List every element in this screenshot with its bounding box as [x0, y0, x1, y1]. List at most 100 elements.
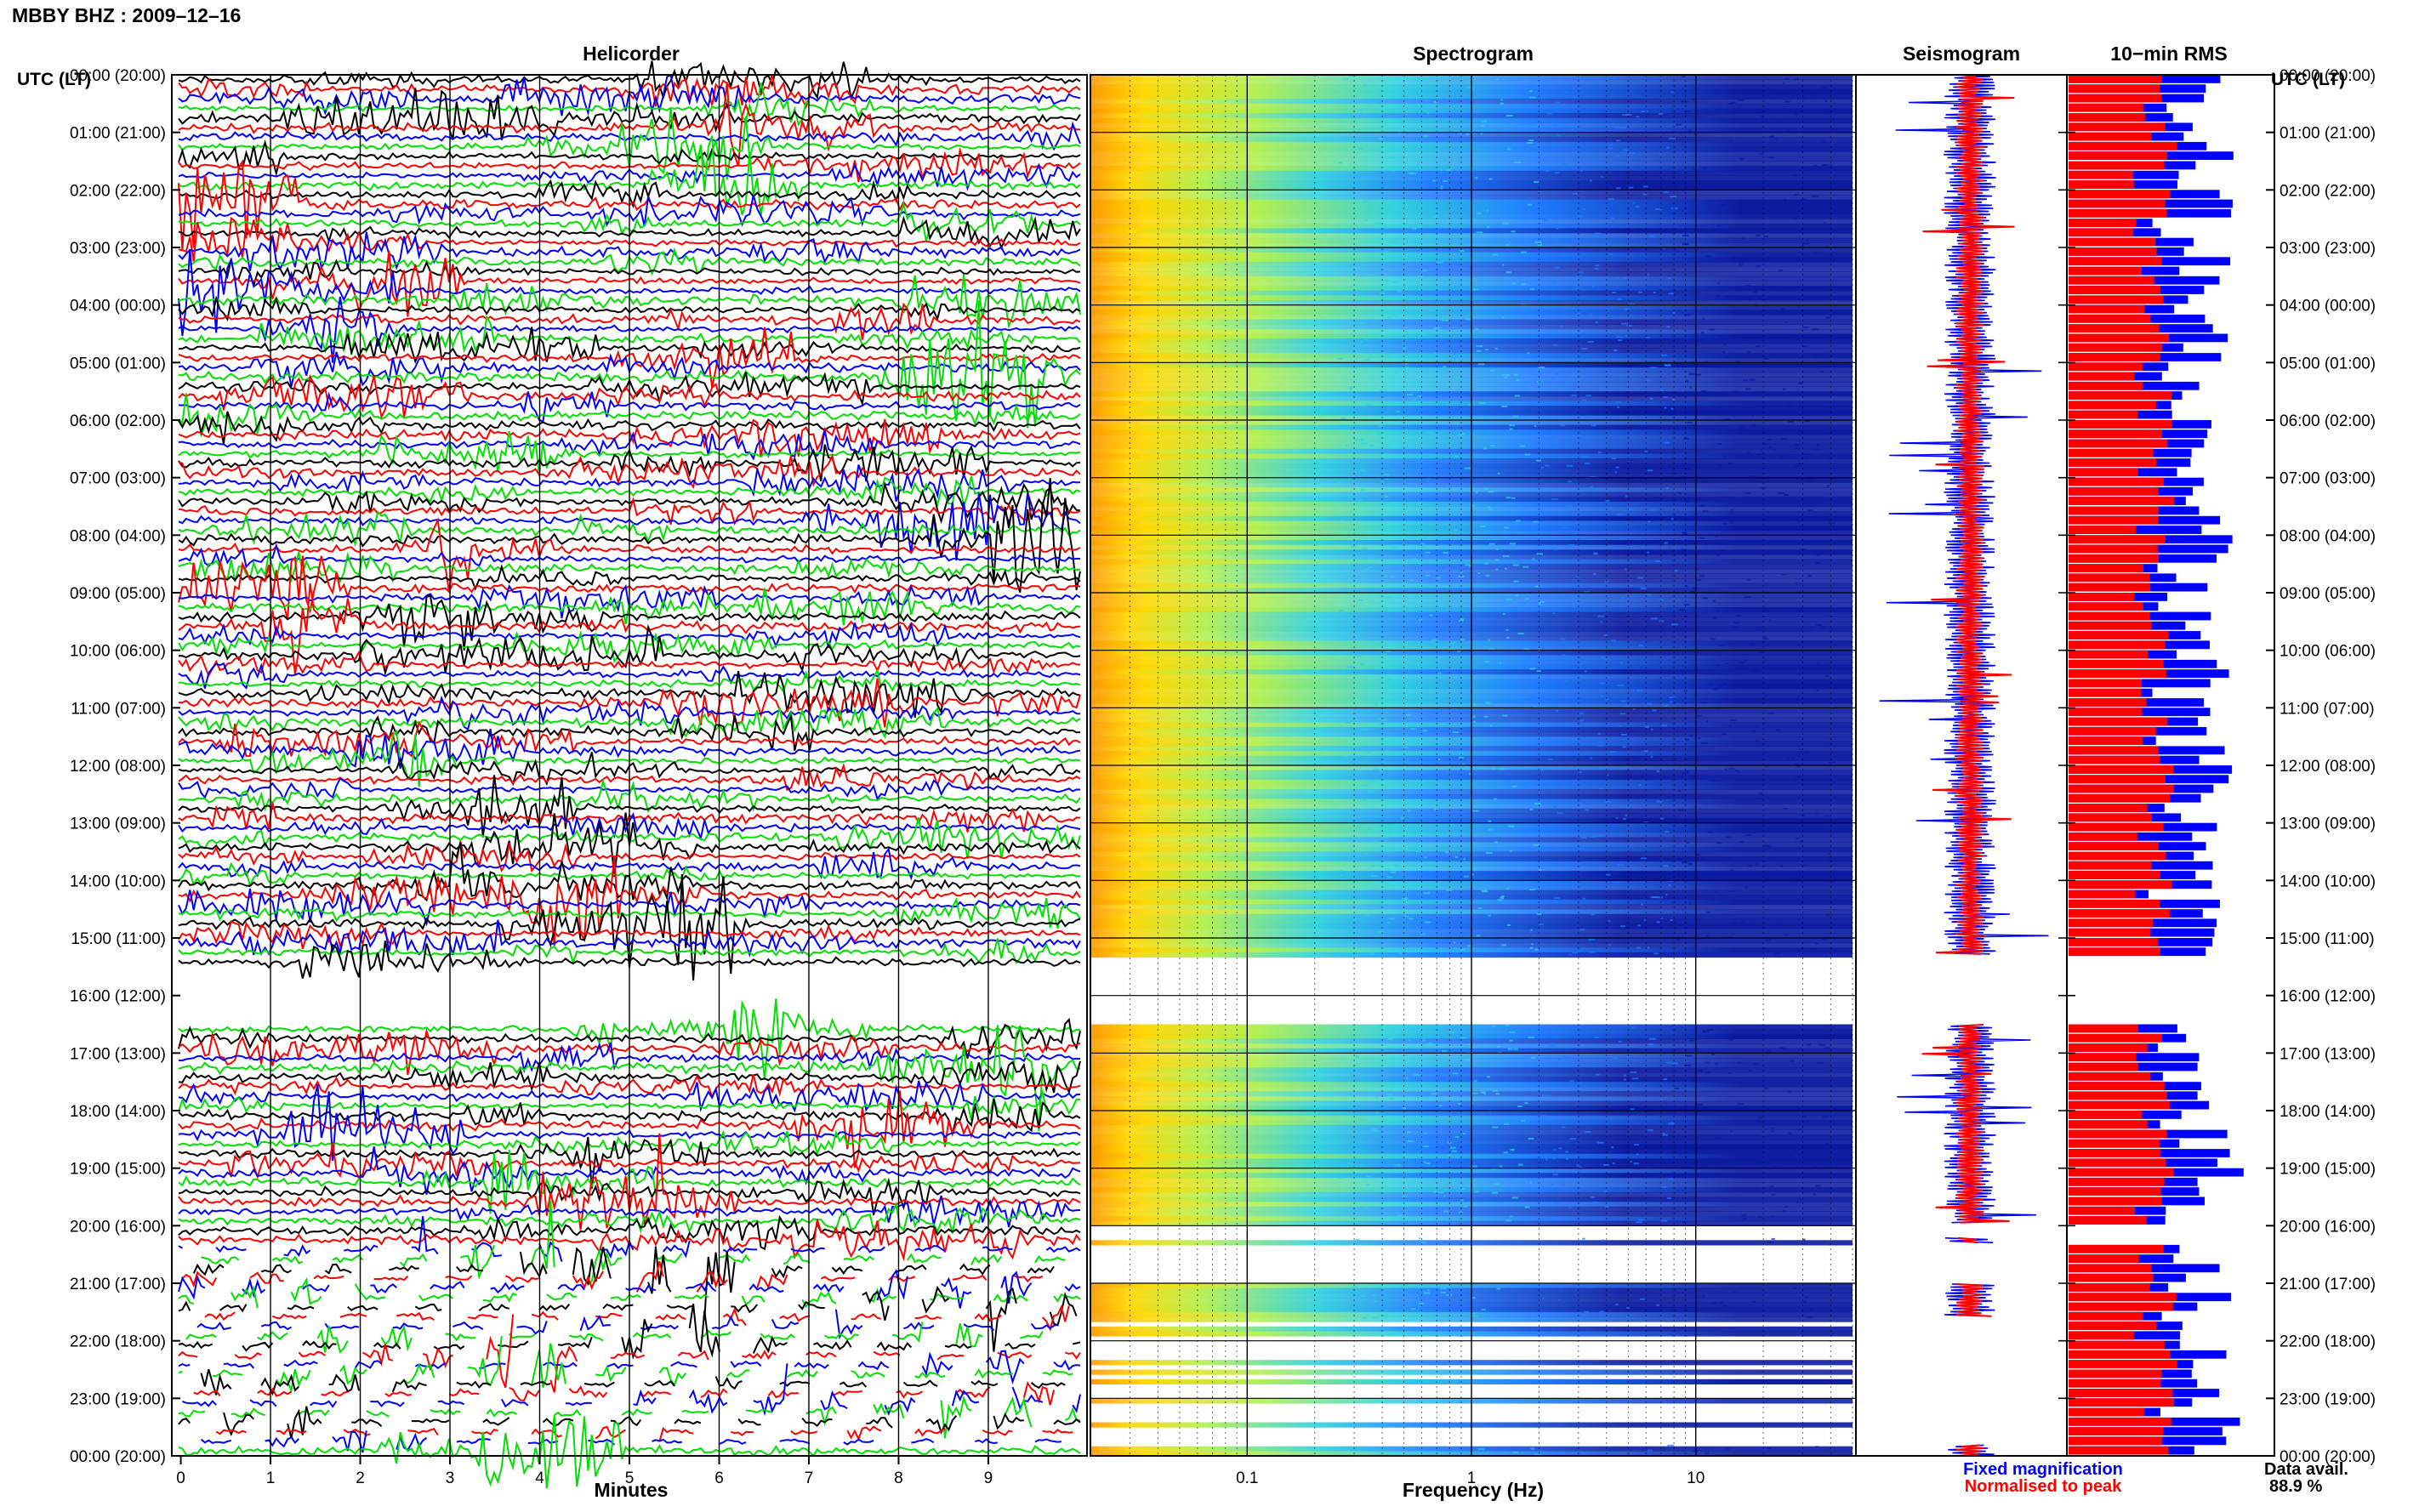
spectrogram-speckle [1715, 1062, 1718, 1065]
spectrogram-speckle [1699, 808, 1701, 810]
spectrogram-speckle [1507, 825, 1515, 827]
spectrogram-speckle [1394, 864, 1398, 867]
spectrogram-speckle [1442, 319, 1449, 321]
spectrogram-speckle [1590, 179, 1592, 182]
spectrogram-speckle [1699, 575, 1705, 577]
rms-bar-normalised [2069, 698, 2147, 707]
spectrogram-speckle [1708, 779, 1716, 782]
spectrogram-speckle [1494, 798, 1497, 800]
spectrogram-speckle [1378, 425, 1384, 428]
spectrogram-speckle [1795, 764, 1800, 766]
hour-label-left: 23:00 (19:00) [70, 1390, 166, 1408]
spectrogram-speckle [1760, 486, 1767, 489]
spectrogram-speckle [1647, 946, 1650, 949]
spectrogram-speckle [1420, 1242, 1426, 1244]
rms-bar-normalised [2069, 880, 2172, 890]
spectrogram-speckle [1452, 1150, 1457, 1152]
spectrogram-speckle [1565, 535, 1573, 537]
spectrogram-speckle [1392, 547, 1399, 549]
spectrogram-speckle [1685, 380, 1689, 383]
spectrogram-speckle [1355, 1049, 1359, 1051]
spectrogram-speckle [1342, 293, 1349, 294]
spectrogram-speckle [1382, 204, 1387, 207]
rms-bar-normalised [2069, 1244, 2164, 1253]
spectrogram-speckle [1597, 765, 1600, 767]
spectrogram-speckle [1457, 434, 1462, 436]
spectrogram-speckle [1405, 363, 1408, 365]
spectrogram-speckle [1372, 840, 1377, 843]
spectrogram-speckle [1396, 1214, 1403, 1217]
spectrogram-speckle [1361, 489, 1367, 492]
spectrogram-speckle [1416, 1205, 1424, 1208]
spectrogram-speckle [1354, 294, 1362, 297]
spectrogram-speckle [1726, 836, 1732, 838]
spectrogram-speckle [1588, 938, 1596, 941]
spectrogram-speckle [1723, 455, 1727, 458]
spectrogram-speckle [1381, 653, 1387, 656]
spectrogram-speckle [1763, 236, 1768, 238]
spectrogram-speckle [1608, 147, 1614, 150]
spectrogram-speckle [1800, 198, 1807, 201]
spectrogram-speckle [1823, 222, 1827, 225]
spectrogram-speckle [1658, 112, 1664, 115]
spectrogram-speckle [1700, 742, 1708, 745]
spectrogram-speckle [1638, 291, 1642, 293]
spectrogram-speckle [1488, 828, 1494, 831]
spectrogram-speckle [1510, 1149, 1515, 1151]
spectrogram-speckle [1728, 767, 1735, 770]
spectrogram-speckle [1594, 267, 1599, 270]
spectrogram-speckle [1377, 643, 1383, 645]
helicorder-trace [178, 1269, 1081, 1309]
spectrogram-speckle [1509, 428, 1513, 430]
spectrogram-speckle [1535, 585, 1539, 588]
spectrogram-speckle [1582, 1237, 1585, 1240]
spectrogram-speckle [1562, 782, 1567, 784]
rms-bar-normalised [2069, 132, 2151, 141]
spectrogram-speckle [1626, 1307, 1630, 1309]
spectrogram-speckle [1556, 227, 1559, 230]
spectrogram-speckle [1610, 639, 1616, 642]
rms-bar-normalised [2069, 458, 2156, 467]
spectrogram-speckle [1559, 638, 1566, 640]
spectrogram-speckle [1801, 864, 1807, 867]
spectrogram-speckle [1764, 1087, 1769, 1089]
spectrogram-speckle [1685, 738, 1689, 741]
spectrogram-speckle [1798, 383, 1803, 384]
spectrogram-speckle [1796, 582, 1798, 584]
spectrogram-speckle [1477, 1448, 1484, 1451]
spectrogram-speckle [1717, 335, 1723, 337]
spectrogram-speckle [1488, 491, 1494, 493]
spectrogram-speckle [1756, 798, 1762, 800]
spectrogram-speckle [1388, 156, 1396, 159]
spectrogram-speckle [1623, 276, 1627, 279]
spectrogram-speckle [1374, 1300, 1376, 1303]
spectrogram-speckle [1489, 445, 1495, 447]
spectrogram-speckle [1417, 395, 1423, 397]
spectrogram-speckle [1696, 714, 1702, 717]
spectrogram-speckle [1727, 462, 1733, 464]
rms-bar-normalised [2069, 554, 2159, 563]
spectrogram-speckle [1531, 943, 1534, 946]
spectrogram-speckle [1794, 113, 1799, 116]
spectrogram-speckle [1492, 253, 1499, 256]
spectrogram-speckle [1600, 621, 1602, 623]
spectrogram-speckle [1820, 626, 1826, 628]
spectrogram-speckle [1626, 324, 1632, 327]
spectrogram-speckle [1549, 1218, 1556, 1220]
spectrogram-speckle [1589, 836, 1597, 838]
spectrogram-speckle [1370, 952, 1375, 954]
spectrogram-speckle [1709, 683, 1712, 685]
spectrogram-speckle [1511, 230, 1516, 233]
spectrogram-speckle [1541, 770, 1545, 772]
spectrogram-speckle [1560, 424, 1565, 427]
spectrogram-speckle [1481, 120, 1487, 122]
spectrogram-speckle [1716, 708, 1720, 710]
spectrogram-speckle [1483, 715, 1488, 718]
spectrogram-speckle [1762, 443, 1768, 446]
hour-label-left: 07:00 (03:00) [70, 470, 166, 488]
spectrogram-speckle [1753, 291, 1757, 293]
spectrogram-speckle [1509, 424, 1516, 427]
spectrogram-speckle [1749, 378, 1756, 381]
rms-bar-normalised [2069, 1283, 2150, 1292]
spectrogram-speckle [1476, 350, 1482, 352]
